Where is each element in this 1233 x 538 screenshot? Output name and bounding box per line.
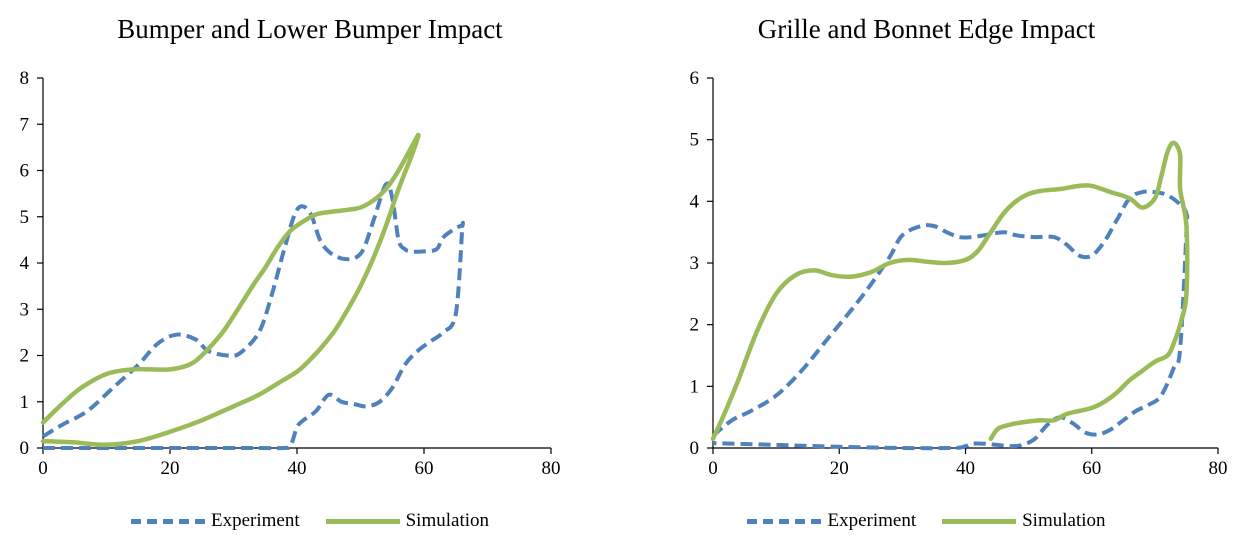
legend-swatch-dashed bbox=[747, 518, 822, 524]
chart-panel-grille: Grille and Bonnet Edge Impact 0 1 2 3 4 5 6 0 20… bbox=[620, 0, 1233, 538]
x-tick-label: 20 bbox=[161, 458, 180, 479]
y-tick-label: 1 bbox=[20, 392, 30, 413]
legend-item-experiment: Experiment bbox=[130, 510, 300, 532]
chart-title: Bumper and Lower Bumper Impact bbox=[117, 14, 503, 44]
x-tick-label: 40 bbox=[956, 458, 975, 479]
y-tick-label: 4 bbox=[20, 253, 30, 274]
legend-swatch-solid bbox=[942, 518, 1017, 524]
y-tick-label: 7 bbox=[20, 114, 30, 135]
x-tick-label: 20 bbox=[830, 458, 849, 479]
y-tick-label: 3 bbox=[690, 253, 700, 274]
chart-title: Grille and Bonnet Edge Impact bbox=[757, 14, 1096, 44]
series-line-experiment bbox=[41, 181, 465, 451]
legend-swatch-dashed bbox=[130, 518, 205, 524]
series-line-simulation bbox=[40, 132, 421, 448]
y-tick-label: 6 bbox=[20, 161, 30, 182]
chart-legend: Experiment Simulation bbox=[620, 510, 1233, 532]
legend-label: Experiment bbox=[827, 510, 917, 531]
x-tick-label: 80 bbox=[542, 458, 561, 479]
x-tick-label: 60 bbox=[1082, 458, 1101, 479]
x-tick-label: 60 bbox=[415, 458, 434, 479]
y-tick-label: 0 bbox=[690, 438, 700, 459]
y-tick-label: 3 bbox=[20, 299, 30, 320]
legend-label: Simulation bbox=[1022, 510, 1106, 531]
legend-item-experiment: Experiment bbox=[747, 510, 916, 532]
x-tick-label: 0 bbox=[38, 458, 48, 479]
series-line-experiment bbox=[711, 189, 1190, 451]
legend-item-simulation: Simulation bbox=[325, 510, 490, 532]
y-tick-label: 4 bbox=[690, 191, 700, 212]
y-tick-label: 6 bbox=[690, 68, 700, 89]
chart-legend: Experiment Simulation bbox=[0, 510, 620, 532]
y-tick-label: 1 bbox=[690, 376, 700, 397]
legend-item-simulation: Simulation bbox=[942, 510, 1106, 532]
y-tick-label: 8 bbox=[20, 68, 30, 89]
y-tick-label: 5 bbox=[20, 207, 30, 228]
series-line-simulation bbox=[710, 140, 1190, 442]
x-tick-label: 0 bbox=[708, 458, 718, 479]
y-tick-label: 5 bbox=[690, 130, 700, 151]
x-tick-label: 40 bbox=[288, 458, 307, 479]
y-tick-label: 0 bbox=[20, 438, 30, 459]
y-tick-label: 2 bbox=[20, 346, 30, 367]
legend-label: Experiment bbox=[210, 510, 300, 531]
x-tick-label: 80 bbox=[1209, 458, 1228, 479]
chart-panel-bumper: Bumper and Lower Bumper Impact 0 1 2 3 4 5 6 7 8… bbox=[0, 14, 620, 532]
y-tick-label: 2 bbox=[690, 315, 700, 336]
legend-swatch-solid bbox=[325, 518, 400, 524]
legend-label: Simulation bbox=[405, 510, 490, 531]
